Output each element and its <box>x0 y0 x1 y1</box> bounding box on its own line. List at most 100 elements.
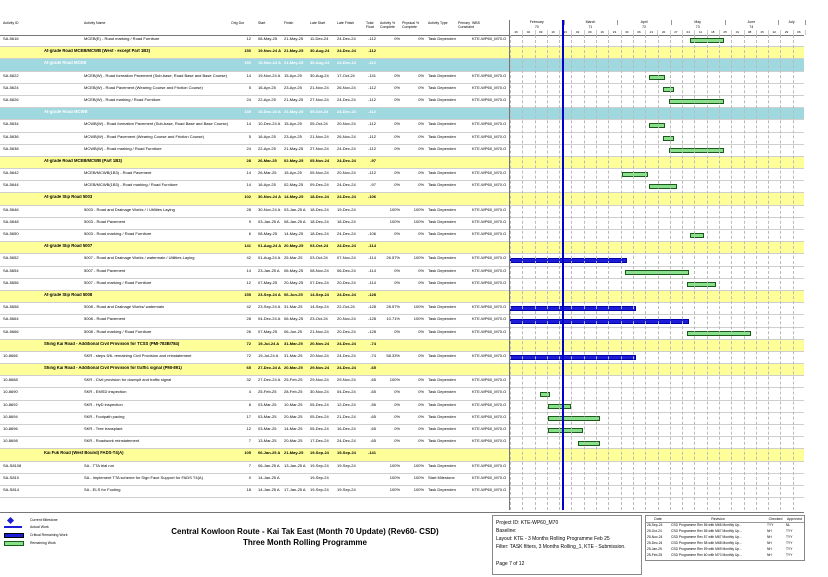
cell-ls: 18-Dec-24 <box>310 195 329 200</box>
table-row[interactable]: SA-5616 MCEB(E) - Road marking / Road Fur… <box>0 35 804 48</box>
group-row[interactable]: Kai Fuk Road (West Bound) FADS-T4(A) 105 0… <box>0 449 804 462</box>
table-row[interactable]: SA-5644 MCEB/MCWB(1B3) - Road marking / R… <box>0 181 804 194</box>
group-row[interactable]: At-grade Slip Road 5007 141 01-Aug-24 A 20-… <box>0 242 804 255</box>
table-row[interactable]: SA-5654 5007 - Road Pavement 14 23-Jan-25 A… <box>0 267 804 279</box>
gantt-bar[interactable] <box>648 123 666 129</box>
col-late-finish[interactable]: Late Finish <box>337 21 355 25</box>
cell-pc: 0% <box>394 73 400 78</box>
cell-id: SA-5664 <box>3 317 19 322</box>
group-row[interactable]: At-grade Road MCWB 135 10-Dec-24 A 21-May-2… <box>0 108 804 121</box>
table-row[interactable]: SA-S8108 SA - TTA trial run 7 06-Jan-25 A 13… <box>0 462 804 474</box>
gantt-bar[interactable] <box>669 147 725 153</box>
gantt-bar[interactable] <box>622 172 648 178</box>
cell-atype: Task Dependent <box>428 207 456 212</box>
table-row[interactable]: 10-8696 SKR - Tree transplant 12 03-Mar-25 1… <box>0 425 804 438</box>
col-activity-complete[interactable]: Activity % Complete <box>380 21 396 29</box>
table-row[interactable]: SA-5656 5007 - Road marking / Road Furnit… <box>0 279 804 291</box>
timeline-week: 02 <box>522 30 536 35</box>
group-row[interactable]: Shing Kai Road - Additional Civil Provis… <box>0 339 804 352</box>
table-row[interactable]: SA-5624 MCEB(W) - Road Pavement (Wearing … <box>0 84 804 96</box>
gantt-bar[interactable] <box>510 257 628 263</box>
gantt-bar[interactable] <box>648 74 666 80</box>
col-start[interactable]: Start <box>258 21 266 25</box>
week-gridline <box>596 35 598 510</box>
revision-cell: 25-Nov-24 <box>647 535 663 539</box>
table-row[interactable]: 10-8666 SKR - steps 5/6- remaining Civil … <box>0 352 804 365</box>
gantt-bar[interactable] <box>625 269 689 275</box>
table-row[interactable]: SA-5658 5008 - Road and Drainage Works/ w… <box>0 303 804 316</box>
col-late-start[interactable]: Late Start <box>310 21 326 25</box>
group-row[interactable]: At-grade Road MCEB 150 19-Nov-24 A 21-May-2… <box>0 59 804 72</box>
gantt-bar[interactable] <box>548 428 583 434</box>
col-activity-id[interactable]: Activity ID <box>3 21 19 25</box>
table-row[interactable]: SA-5664 5008 - Road Pavement 28 04-Dec-24 A… <box>0 315 804 328</box>
col-physical-complete[interactable]: Physical % Complete <box>402 21 420 29</box>
cell-pp: 100% <box>413 207 424 212</box>
cell-ls: 20-Nov-24 <box>310 353 329 358</box>
table-row[interactable]: SA-5648 5003 - Road Pavement 9 03-Jan-25 A 0… <box>0 218 804 230</box>
table-row[interactable]: 10-8692 SKR - HyD inspection 8 03-Mar-25 10-… <box>0 401 804 413</box>
cell-name: SKR - steps 5/6- remaining Civil Provisi… <box>84 353 192 358</box>
cell-name: 5003 - Road Pavement <box>84 219 126 224</box>
col-activity-type[interactable]: Activity Type <box>428 21 448 25</box>
group-row[interactable]: At-grade Road MCEB/MCWB (Part 1B3) 28 26-M… <box>0 156 804 170</box>
cell-wbs: KTE-WP60_M70.O <box>472 97 507 102</box>
gantt-bar[interactable] <box>663 135 675 141</box>
table-row[interactable]: SA-5650 5003 - Road marking / Road Furnit… <box>0 230 804 243</box>
table-row[interactable]: 10-8698 SKR - Roadwork reinstatement 7 13-M… <box>0 437 804 450</box>
cell-wbs: KTE-WP60_M70.O <box>472 329 507 334</box>
cell-wbs: KTE-WP60_M70.O <box>472 171 507 176</box>
table-row[interactable]: SA-5652 5007 - Road and Drainage Works / … <box>0 254 804 267</box>
cell-lf: 20-Nov-24 <box>337 122 356 127</box>
gantt-bar[interactable] <box>548 416 601 422</box>
table-row[interactable]: SA-5634 MCWB(W) - Road formation Pavement… <box>0 120 804 133</box>
cell-wbs: KTE-WP60_M70.O <box>472 134 507 139</box>
gantt-bar[interactable] <box>510 355 636 361</box>
table-row[interactable]: 10-8688 SKR - Civil provision for downpit… <box>0 376 804 389</box>
table-row[interactable]: SA-S814 SA - ELS for Footing 18 14-Jan-25 A… <box>0 486 804 499</box>
group-row[interactable]: At-grade Slip Road 5008 155 23-Sep-24 A 06-… <box>0 290 804 304</box>
cell-wbs: KTE-WP60_M70.O <box>472 353 507 358</box>
week-gridline <box>657 35 659 510</box>
table-row[interactable]: SA-5646 5003 - Road and Drainage Works / … <box>0 206 804 218</box>
gantt-bar[interactable] <box>510 306 636 312</box>
col-total-float[interactable]: Total Float <box>366 21 374 29</box>
col-finish[interactable]: Finish <box>284 21 294 25</box>
gantt-bar[interactable] <box>687 282 716 287</box>
cell-pc: 100% <box>389 207 400 212</box>
group-row[interactable]: At-grade Slip Road 5003 102 30-Nov-24 A 14-… <box>0 193 804 206</box>
gantt-bar[interactable] <box>577 440 601 446</box>
col-primary-constraint[interactable]: Primary Constraint <box>458 21 474 29</box>
group-row[interactable]: Shing Kai Road - Additional Civil Provis… <box>0 364 804 377</box>
table-row[interactable]: 10-8694 SKR - Footpath paving 17 03-Mar-25 2… <box>0 413 804 425</box>
group-row[interactable]: At-grade Road MCEB/MCWB (West - except P… <box>0 47 804 60</box>
table-row[interactable]: SA-5622 MCEB(W) - Road formation Pavement… <box>0 72 804 84</box>
cell-pc: 100% <box>389 219 400 224</box>
cell-dur: 72 <box>246 341 251 346</box>
table-row[interactable]: SA-5636 MCWB(W) - Road Pavement (Wearing … <box>0 133 804 145</box>
cell-pc: 0% <box>394 390 400 395</box>
gantt-bar[interactable] <box>689 233 704 239</box>
gantt-bar[interactable] <box>648 184 678 190</box>
table-row[interactable]: SA-5626 MCEB(W) - Road marking / Road Fur… <box>0 96 804 109</box>
cell-id: SA-5650 <box>3 232 19 236</box>
table-row[interactable]: SA-S810 SA - Implement TTA scheme for Sig… <box>0 474 804 486</box>
table-row[interactable]: SA-5642 MCEB/MCWB(1B3) - Road Pavement 14 2… <box>0 169 804 182</box>
cell-wbs: KTE-WP60_M70.O <box>472 463 507 468</box>
gantt-bar[interactable] <box>510 318 689 324</box>
col-activity-name[interactable]: Activity Name <box>84 21 106 25</box>
gantt-bar[interactable] <box>539 391 551 397</box>
gantt-bar[interactable] <box>663 86 675 92</box>
col-wbs[interactable]: WBS <box>472 21 480 25</box>
cell-name: 5007 - Road marking / Road Furniture <box>84 280 152 285</box>
table-row[interactable]: 10-8690 SKR - EMSD inspection 4 25-Feb-25 28… <box>0 388 804 401</box>
col-orig-dur[interactable]: Orig Dur <box>231 21 245 25</box>
table-row[interactable]: SA-5638 MCWB(W) - Road marking / Road Fur… <box>0 145 804 157</box>
table-row[interactable]: SA-5666 5008 - Road marking / Road Furnit… <box>0 328 804 340</box>
cell-ls: 08-Nov-24 <box>310 268 329 273</box>
cell-pp: 0% <box>418 414 424 419</box>
gantt-bar[interactable] <box>669 99 725 104</box>
cell-pc: 100% <box>389 475 400 480</box>
timeline-week: 01 <box>731 30 745 35</box>
cell-lf: 26-Nov-24 <box>337 85 356 90</box>
